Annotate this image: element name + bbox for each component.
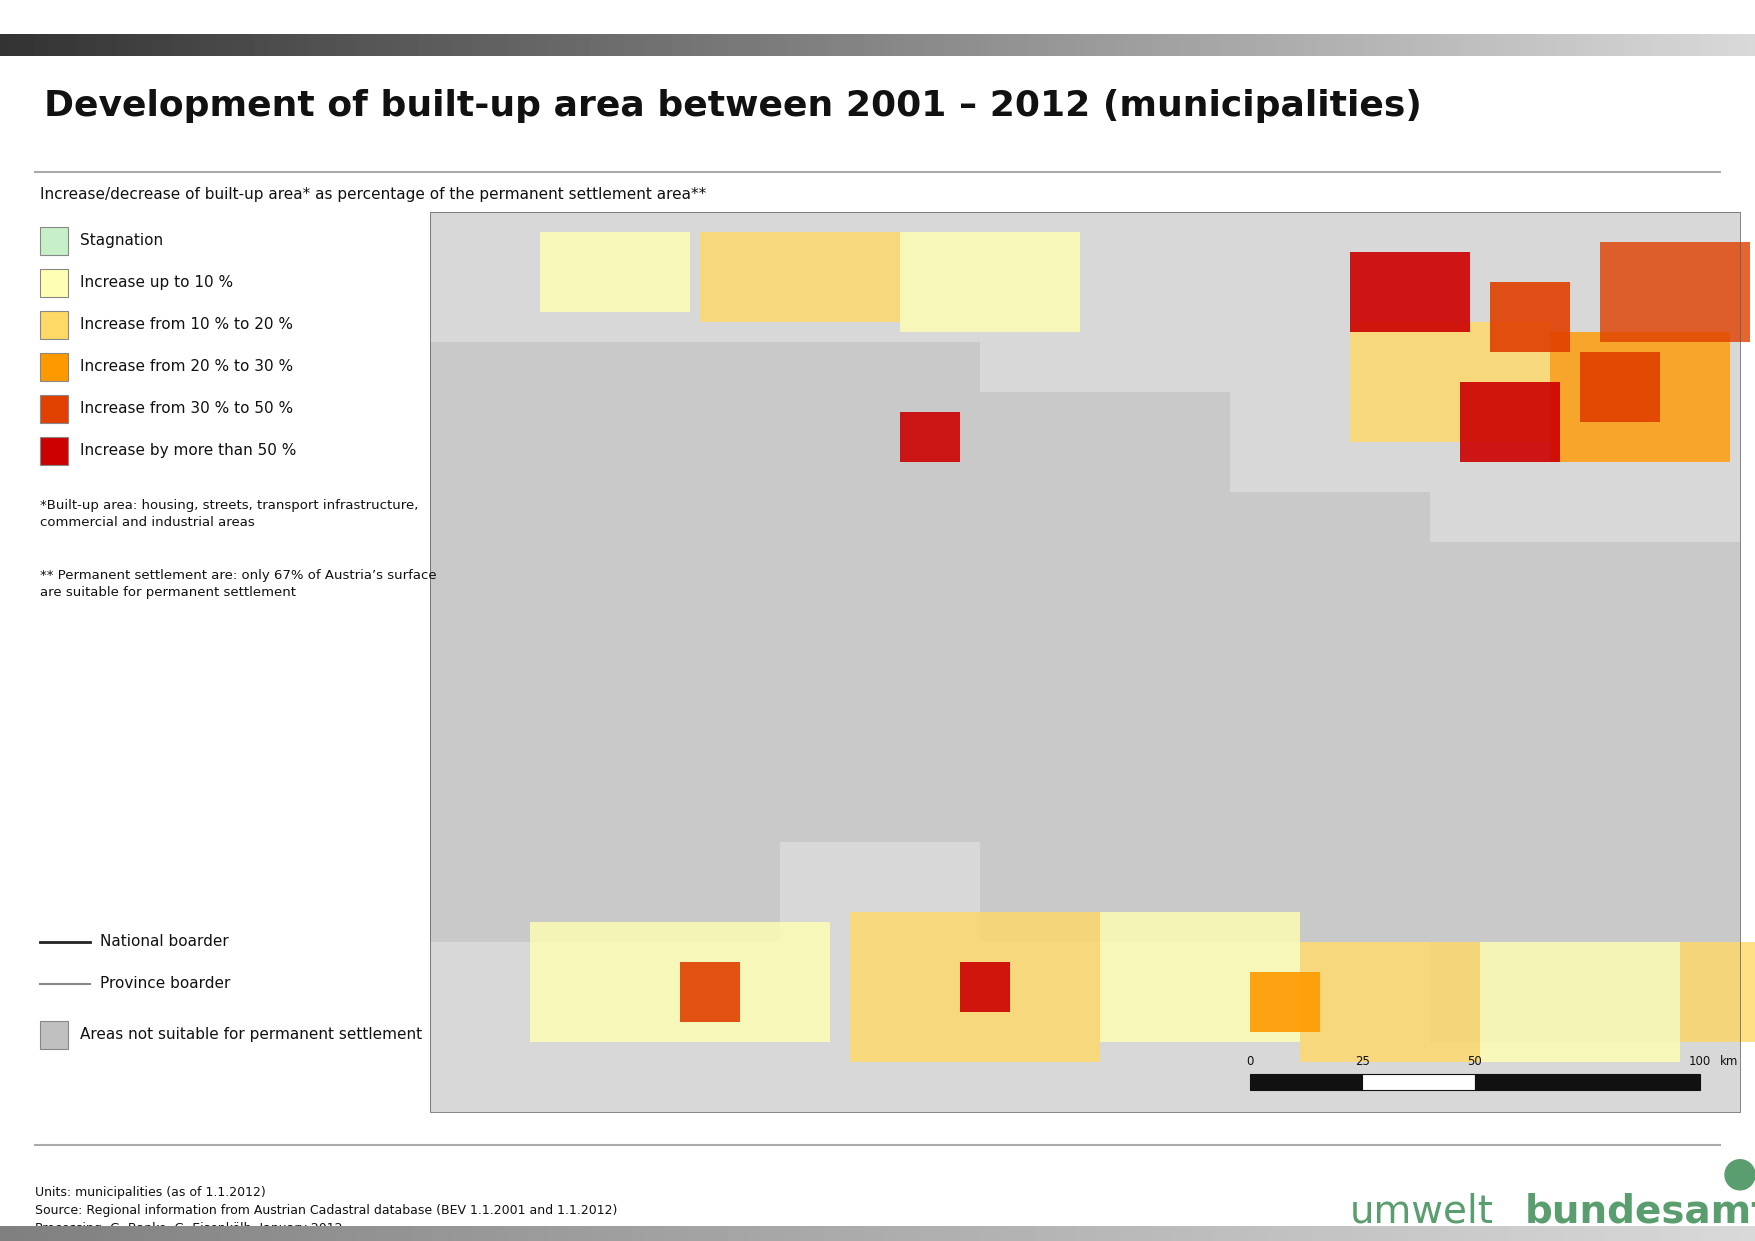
- Text: bundesamt: bundesamt: [1525, 1193, 1755, 1231]
- Bar: [779, 341, 979, 841]
- Bar: [849, 912, 1100, 1062]
- Text: Stagnation: Stagnation: [81, 233, 163, 248]
- Text: Increase from 20 % to 30 %: Increase from 20 % to 30 %: [81, 359, 293, 375]
- Text: Province boarder: Province boarder: [100, 977, 230, 992]
- Bar: [430, 212, 1739, 1112]
- Bar: [1479, 942, 1680, 1062]
- Bar: [1430, 542, 1739, 1041]
- Bar: [1460, 382, 1560, 462]
- Bar: [40, 395, 68, 423]
- Bar: [40, 1020, 68, 1049]
- Text: Increase up to 10 %: Increase up to 10 %: [81, 276, 233, 290]
- Bar: [1100, 912, 1300, 1041]
- Bar: [530, 922, 830, 1041]
- Text: 100: 100: [1688, 1055, 1711, 1067]
- Bar: [1550, 331, 1730, 462]
- Circle shape: [1725, 1160, 1755, 1190]
- Bar: [900, 412, 960, 462]
- Text: Increase/decrease of built-up area* as percentage of the permanent settlement ar: Increase/decrease of built-up area* as p…: [40, 186, 706, 202]
- Bar: [1680, 942, 1755, 1041]
- Text: Areas not suitable for permanent settlement: Areas not suitable for permanent settlem…: [81, 1028, 423, 1042]
- Text: National boarder: National boarder: [100, 934, 228, 949]
- Bar: [679, 962, 741, 1021]
- Bar: [1580, 351, 1660, 422]
- Text: Units: municipalities (as of 1.1.2012)
Source: Regional information from Austria: Units: municipalities (as of 1.1.2012) S…: [35, 1186, 618, 1235]
- Bar: [1601, 242, 1750, 341]
- Bar: [1250, 972, 1320, 1031]
- Bar: [700, 232, 900, 321]
- Bar: [40, 227, 68, 254]
- Text: 50: 50: [1467, 1055, 1483, 1067]
- Bar: [430, 341, 779, 942]
- Text: Development of built-up area between 2001 – 2012 (municipalities): Development of built-up area between 200…: [44, 89, 1422, 123]
- Text: umwelt: umwelt: [1350, 1193, 1494, 1231]
- Bar: [900, 232, 1079, 331]
- Bar: [40, 352, 68, 381]
- Bar: [430, 212, 1739, 1112]
- Bar: [1474, 1073, 1701, 1090]
- Text: Increase from 30 % to 50 %: Increase from 30 % to 50 %: [81, 401, 293, 416]
- Text: u: u: [1734, 1165, 1746, 1184]
- Bar: [1490, 282, 1571, 351]
- Bar: [1350, 252, 1471, 331]
- Text: Increase by more than 50 %: Increase by more than 50 %: [81, 443, 297, 458]
- Text: ** Permanent settlement are: only 67% of Austria’s surface
are suitable for perm: ** Permanent settlement are: only 67% of…: [40, 568, 437, 598]
- Text: 0: 0: [1246, 1055, 1253, 1067]
- Bar: [1250, 1073, 1362, 1090]
- Bar: [1362, 1073, 1474, 1090]
- Bar: [541, 232, 690, 311]
- Text: *Built-up area: housing, streets, transport infrastructure,
commercial and indus: *Built-up area: housing, streets, transp…: [40, 499, 418, 529]
- Bar: [40, 437, 68, 464]
- Bar: [979, 392, 1230, 942]
- Bar: [1350, 321, 1550, 442]
- Text: 25: 25: [1355, 1055, 1371, 1067]
- Bar: [1230, 491, 1430, 942]
- Bar: [40, 269, 68, 297]
- Bar: [960, 962, 1009, 1011]
- Bar: [1300, 942, 1479, 1062]
- Bar: [40, 310, 68, 339]
- Text: km: km: [1720, 1055, 1739, 1067]
- Text: Increase from 10 % to 20 %: Increase from 10 % to 20 %: [81, 318, 293, 333]
